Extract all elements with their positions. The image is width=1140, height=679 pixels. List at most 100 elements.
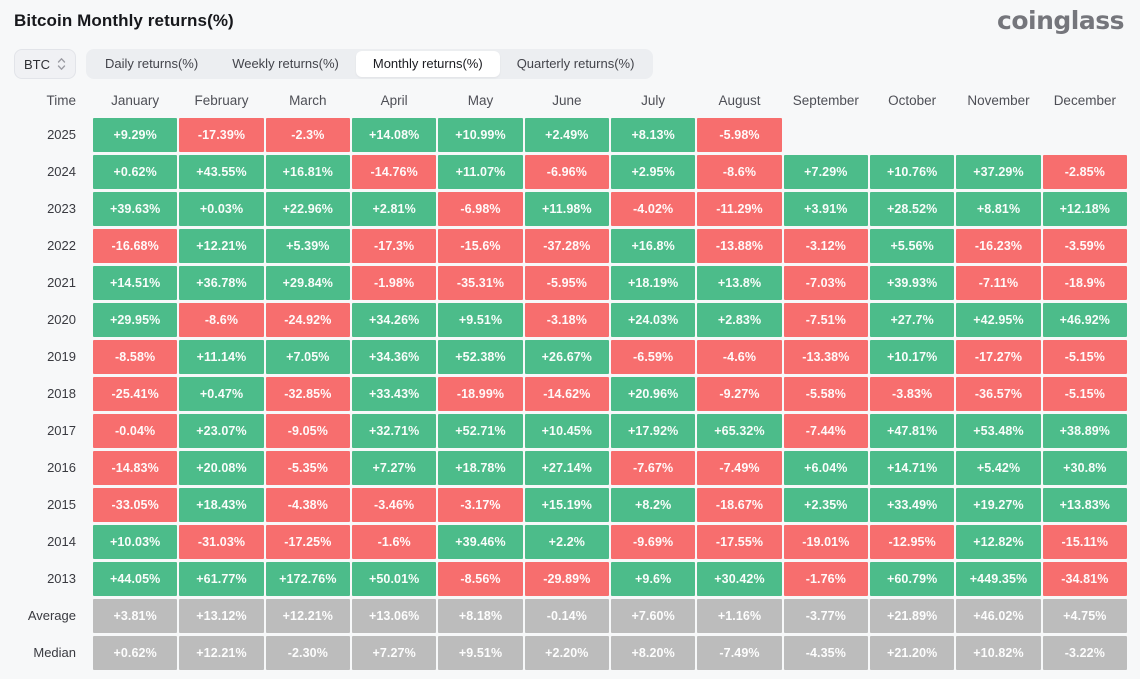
return-cell: +8.18% [438, 599, 523, 633]
return-cell: +9.29% [93, 118, 178, 152]
symbol-select-value: BTC [24, 56, 50, 72]
year-label: 2013 [47, 571, 76, 586]
return-cell: +1.16% [697, 599, 782, 633]
return-cell: -3.12% [783, 229, 868, 263]
return-cell: +22.96% [265, 192, 350, 226]
return-cell: +46.92% [1042, 303, 1127, 337]
return-cell: +10.76% [870, 155, 955, 189]
month-header: August [718, 93, 761, 108]
return-cell: +0.62% [93, 155, 178, 189]
return-cell: +10.82% [956, 636, 1041, 670]
return-cell: -17.27% [956, 340, 1041, 374]
return-cell: -5.98% [697, 118, 782, 152]
return-cell: +53.48% [956, 414, 1041, 448]
tab-quarterly-returns[interactable]: Quarterly returns(%) [516, 56, 635, 71]
return-cell: +3.91% [783, 192, 868, 226]
return-cell: -14.83% [93, 451, 178, 485]
return-cell: -7.11% [956, 266, 1041, 300]
return-cell: +449.35% [956, 562, 1041, 596]
return-cell: -3.46% [352, 488, 437, 522]
return-cell: +52.71% [438, 414, 523, 448]
return-cell: -5.58% [783, 377, 868, 411]
return-cell: -7.03% [783, 266, 868, 300]
return-cell: +28.52% [870, 192, 955, 226]
return-cell: +12.18% [1042, 192, 1127, 226]
month-header: June [552, 93, 582, 108]
return-cell: +12.82% [956, 525, 1041, 559]
month-header: October [888, 93, 937, 108]
return-cell: -7.44% [783, 414, 868, 448]
return-cell: +36.78% [179, 266, 264, 300]
return-cell: +13.8% [697, 266, 782, 300]
return-cell: +65.32% [697, 414, 782, 448]
return-cell: -5.95% [524, 266, 609, 300]
year-label: 2024 [47, 164, 76, 179]
return-cell: -14.62% [524, 377, 609, 411]
return-cell: +27.14% [524, 451, 609, 485]
return-cell: +11.98% [524, 192, 609, 226]
return-cell: +42.95% [956, 303, 1041, 337]
return-cell: -32.85% [265, 377, 350, 411]
return-cell: +7.27% [352, 451, 437, 485]
year-label: 2014 [47, 534, 76, 549]
return-cell: +2.81% [352, 192, 437, 226]
return-cell: +10.17% [870, 340, 955, 374]
return-cell: +24.03% [611, 303, 696, 337]
return-cell: +47.81% [870, 414, 955, 448]
return-cell: +29.95% [93, 303, 178, 337]
return-cell: +15.19% [524, 488, 609, 522]
return-cell: +16.8% [611, 229, 696, 263]
tab-daily-returns[interactable]: Daily returns(%) [105, 56, 199, 71]
return-cell: -4.02% [611, 192, 696, 226]
return-cell: -19.01% [783, 525, 868, 559]
return-cell: +13.83% [1042, 488, 1127, 522]
return-cell: -9.05% [265, 414, 350, 448]
return-cell: +2.83% [697, 303, 782, 337]
return-cell: -12.95% [870, 525, 955, 559]
tab-weekly-returns[interactable]: Weekly returns(%) [232, 56, 339, 71]
return-cell: -18.99% [438, 377, 523, 411]
return-cell: -11.29% [697, 192, 782, 226]
summary-row-label: Median [33, 645, 76, 660]
return-cell: -31.03% [179, 525, 264, 559]
return-cell: +9.6% [611, 562, 696, 596]
return-cell: -4.38% [265, 488, 350, 522]
return-cell: +5.42% [956, 451, 1041, 485]
year-label: 2017 [47, 423, 76, 438]
return-cell: +172.76% [265, 562, 350, 596]
return-cell: -29.89% [524, 562, 609, 596]
tab-monthly-returns[interactable]: Monthly returns(%) [355, 51, 500, 77]
return-cell: +2.2% [524, 525, 609, 559]
return-cell: +14.51% [93, 266, 178, 300]
return-cell: -17.25% [265, 525, 350, 559]
return-cell: -15.6% [438, 229, 523, 263]
controls-row: BTC Daily returns(%) Weekly returns(%) M… [14, 49, 1126, 79]
time-header: Time [46, 93, 77, 108]
returns-grid: Time January February March April May June July… [14, 89, 1127, 670]
return-cell: +10.45% [524, 414, 609, 448]
year-label: 2021 [47, 275, 76, 290]
return-cell: -8.6% [179, 303, 264, 337]
return-cell: +61.77% [179, 562, 264, 596]
return-cell: +39.63% [93, 192, 178, 226]
period-tab-bar: Daily returns(%) Weekly returns(%) Month… [86, 49, 654, 79]
return-cell: +29.84% [265, 266, 350, 300]
return-cell: -1.6% [352, 525, 437, 559]
return-cell: +20.08% [179, 451, 264, 485]
coinglass-logo: coinglass [997, 6, 1124, 35]
page-title: Bitcoin Monthly returns(%) [14, 11, 234, 30]
return-cell: -8.6% [697, 155, 782, 189]
return-cell: +0.47% [179, 377, 264, 411]
return-cell: +7.60% [611, 599, 696, 633]
return-cell: -35.31% [438, 266, 523, 300]
return-cell: -7.67% [611, 451, 696, 485]
return-cell: -0.14% [524, 599, 609, 633]
return-cell: -7.51% [783, 303, 868, 337]
return-cell: +10.03% [93, 525, 178, 559]
return-cell: +19.27% [956, 488, 1041, 522]
return-cell: +2.95% [611, 155, 696, 189]
return-cell: +10.99% [438, 118, 523, 152]
year-label: 2016 [47, 460, 76, 475]
return-cell: -24.92% [265, 303, 350, 337]
symbol-select[interactable]: BTC [14, 49, 76, 79]
